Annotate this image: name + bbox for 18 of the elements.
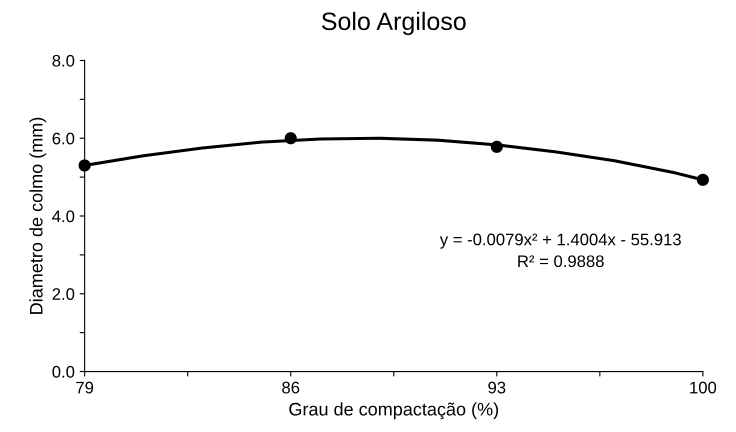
x-tick-label: 93: [488, 382, 506, 394]
chart-title: Solo Argiloso: [322, 12, 466, 36]
point: [696, 174, 709, 186]
y-tick-label: 6.0: [52, 132, 74, 144]
y-tick-label: 0.0: [52, 366, 74, 378]
point: [490, 140, 503, 153]
annotation: R² = 0.9888: [518, 255, 604, 268]
y-tick-label: 4.0: [52, 210, 74, 222]
annotation: y = -0.0079x² + 1.4004x - 55.913: [440, 234, 681, 249]
y-tick-label: 2.0: [52, 288, 74, 300]
point: [78, 159, 91, 172]
x-tick-label: 86: [282, 382, 300, 394]
x-tick-label: 79: [76, 382, 94, 394]
y-axis-title: Diametro de colmo (mm): [29, 118, 46, 314]
x-tick-label: 100: [690, 382, 716, 394]
x-axis-title: Grau de compactação (%): [289, 402, 498, 420]
y-tick-label: 8.0: [52, 54, 74, 67]
point: [284, 132, 297, 144]
